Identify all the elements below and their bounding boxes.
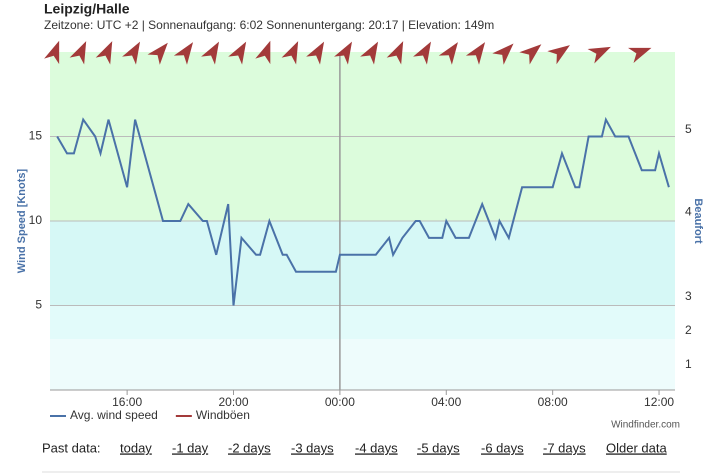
past-data-link[interactable]: -4 days (355, 440, 398, 455)
series-line (56, 116, 670, 306)
band (50, 305, 675, 340)
direction-arrow (147, 42, 168, 65)
chart-title: Leipzig/Halle (44, 1, 130, 17)
direction-arrow (413, 41, 431, 65)
direction-arrow (44, 40, 60, 65)
direction-arrow (587, 46, 611, 64)
past-data-link[interactable]: -3 days (291, 440, 334, 455)
y-tick-label: 10 (29, 213, 43, 227)
past-data-link[interactable]: -7 days (543, 440, 586, 455)
past-data-label: Past data: (42, 440, 101, 455)
direction-arrow (547, 45, 570, 65)
chart-subtitle: Zeitzone: UTC +2 | Sonnenaufgang: 6:02 S… (44, 18, 494, 32)
credit: Windfinder.com (611, 420, 680, 431)
direction-arrow (95, 41, 113, 65)
x-tick-label: 00:00 (325, 395, 355, 409)
direction-arrow (360, 41, 379, 65)
legend-label: Avg. wind speed (70, 408, 158, 422)
y2-tick-label: 4 (685, 205, 692, 219)
band (50, 221, 675, 306)
direction-arrow (465, 42, 486, 65)
y2-tick-label: 2 (685, 323, 692, 337)
past-data-link[interactable]: -6 days (481, 440, 524, 455)
past-data-link[interactable]: -1 day (172, 440, 209, 455)
y2-tick-label: 5 (685, 122, 692, 136)
direction-arrow (519, 44, 542, 65)
direction-arrow (255, 40, 271, 65)
x-tick-label: 08:00 (538, 395, 568, 409)
direction-arrow (438, 42, 458, 65)
x-tick-label: 16:00 (112, 395, 142, 409)
y2-tick-label: 3 (685, 289, 692, 303)
direction-arrow (69, 41, 87, 65)
band (50, 339, 675, 390)
direction-arrow (628, 47, 652, 63)
past-data-link[interactable]: -2 days (228, 440, 271, 455)
direction-arrow (386, 41, 404, 65)
past-data-link[interactable]: Older data (606, 440, 667, 455)
direction-arrow (306, 41, 325, 65)
past-data-link[interactable]: today (120, 440, 152, 455)
legend-label: Windböen (196, 408, 250, 422)
y2-axis-title: Beaufort (692, 198, 704, 244)
y-axis-title: Wind Speed [Knots] (16, 168, 28, 273)
x-tick-label: 12:00 (644, 395, 674, 409)
direction-arrow (281, 41, 299, 65)
past-data-link[interactable]: -5 days (417, 440, 460, 455)
direction-arrow (492, 43, 514, 65)
y2-tick-label: 1 (685, 357, 692, 371)
direction-arrow (228, 41, 247, 65)
direction-arrow (201, 41, 220, 65)
x-tick-label: 20:00 (218, 395, 248, 409)
direction-arrow (122, 41, 141, 65)
y-tick-label: 5 (35, 298, 42, 312)
direction-arrow (334, 41, 353, 65)
x-tick-label: 04:00 (431, 395, 461, 409)
y-tick-label: 15 (29, 129, 43, 143)
direction-arrow (173, 42, 194, 65)
